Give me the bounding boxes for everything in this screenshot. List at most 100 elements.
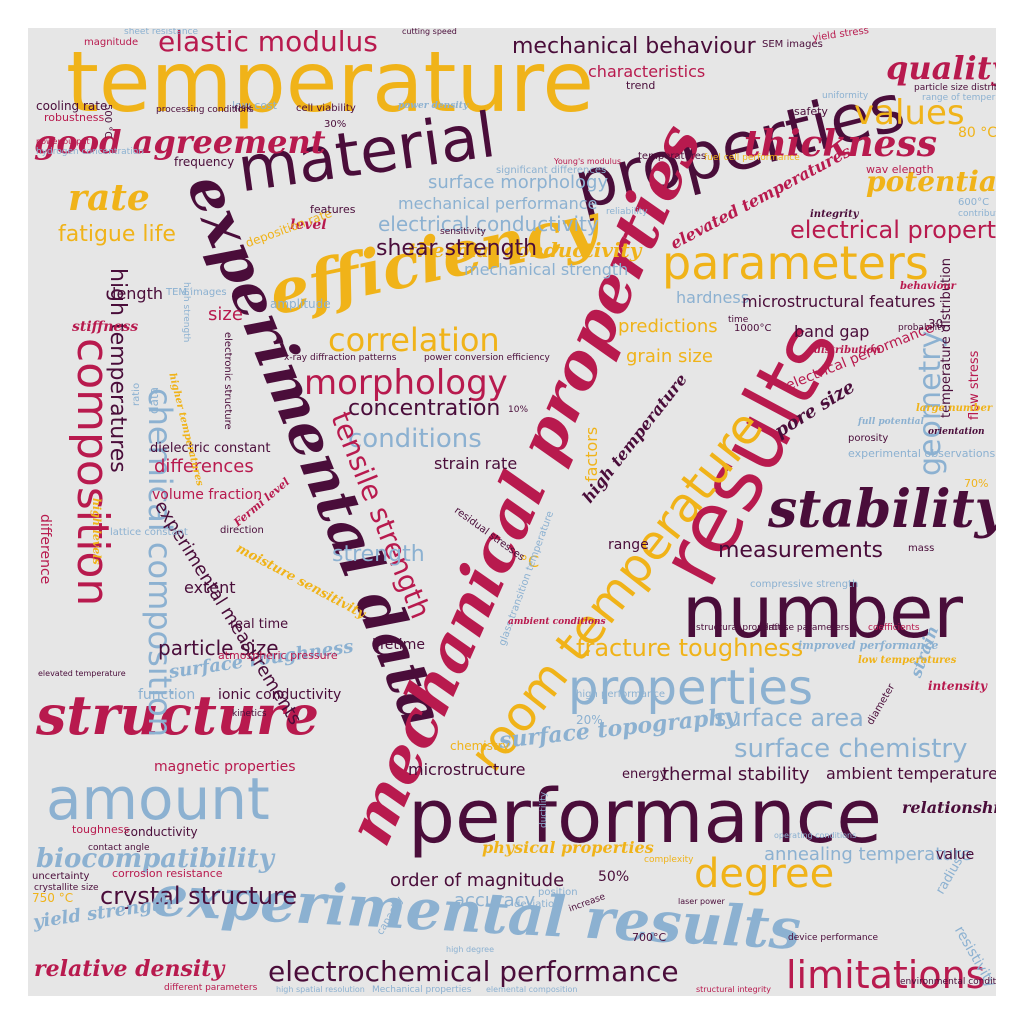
word-uniformity: contribution bbox=[958, 209, 996, 219]
word-safety: wav elength bbox=[866, 163, 934, 176]
word-sheet-resistance: magnitude bbox=[84, 37, 139, 48]
word-xrd-patterns: electronic structure bbox=[222, 332, 233, 430]
word-structural-integrity: environmental conditions bbox=[900, 977, 996, 987]
word-electrochemical-performance: electrochemical performance bbox=[268, 955, 679, 988]
word-structural-properties: high performance bbox=[576, 689, 666, 700]
word-order-of-magnitude: order of magnitude bbox=[390, 870, 565, 891]
word-strength: strength bbox=[332, 542, 425, 567]
word-youngs-modulus-top: processing conditions bbox=[156, 105, 254, 115]
word-improved-performance: coefficients bbox=[868, 623, 920, 633]
word-factors: factors bbox=[582, 426, 601, 482]
word-risk: low cost bbox=[232, 99, 278, 112]
word-hydrogen-concentration: power output bbox=[36, 137, 90, 146]
word-contribution: behaviour bbox=[900, 281, 956, 292]
word-function: function bbox=[138, 687, 196, 703]
word-power-conversion-efficiency: x-ray diffraction patterns bbox=[284, 353, 397, 363]
word-tem-images: sensitivity bbox=[440, 227, 486, 237]
word-volume-fraction: volume fraction bbox=[152, 487, 263, 503]
word-microstructural-features: microstructural features bbox=[742, 292, 936, 311]
word-mechanical-strength: mechanical strength bbox=[464, 260, 629, 279]
word-lattice-constant: high levels bbox=[90, 498, 103, 565]
word-robustness: cooling rate bbox=[36, 99, 108, 113]
word-crystallite-size: uncertainty bbox=[32, 871, 90, 882]
word-electronic-structure: high strength bbox=[181, 282, 191, 343]
word-position: power conversion efficiency bbox=[424, 353, 550, 363]
word-750c: 500 °C bbox=[102, 104, 113, 139]
word-sensitivity: reliability bbox=[606, 207, 648, 217]
word-different-parameters: high spatial resolution bbox=[276, 985, 365, 994]
word-10-percent: 70% bbox=[964, 477, 989, 490]
word-surface-chemistry: surface chemistry bbox=[734, 734, 968, 764]
word-amplitude: TEM images bbox=[166, 287, 227, 298]
word-energy: chemistry bbox=[450, 739, 510, 753]
word-700c: 1000°C bbox=[734, 323, 772, 334]
word-intensity: diameter bbox=[865, 682, 898, 727]
word-elemental-composition: structural integrity bbox=[696, 985, 772, 994]
word-temperatures: power density bbox=[398, 101, 469, 111]
word-probability: distribution bbox=[814, 345, 881, 356]
word-ionic-conductivity: ionic conductivity bbox=[218, 687, 342, 703]
word-size: size bbox=[208, 304, 243, 325]
word-70-percent: 30% bbox=[324, 119, 347, 130]
word-lifetime: lifetime bbox=[372, 637, 425, 653]
word-electrical-performance: difference bbox=[37, 514, 53, 585]
word-grain-size: grain size bbox=[626, 346, 713, 367]
word-conductivity: conductivity bbox=[124, 825, 198, 839]
word-extent: extent bbox=[184, 578, 236, 597]
word-range: 50% bbox=[598, 869, 630, 885]
word-600c: 700°C bbox=[632, 931, 667, 944]
word-operating-conditions: position bbox=[538, 887, 578, 898]
word-residual-stresses: compressive strength bbox=[750, 579, 859, 590]
word-high-performance: laser power bbox=[678, 897, 725, 906]
word-magnetic-properties: magnetic properties bbox=[154, 759, 296, 775]
word-kinetics: direction bbox=[220, 525, 264, 536]
word-cutting-speed: sheet resistance bbox=[124, 28, 199, 37]
word-thermal-stability: thermal stability bbox=[662, 764, 810, 785]
word-low-temperatures: improved performance bbox=[798, 639, 939, 652]
word-20-percent: 10% bbox=[508, 405, 529, 415]
word-frequency: robustness bbox=[44, 111, 105, 124]
word-band-gap: band gap bbox=[794, 322, 870, 341]
word-mechanical-properties-small: elemental composition bbox=[486, 985, 578, 994]
word-chemistry: ratio bbox=[131, 382, 142, 406]
word-surface-morphology: surface morphology bbox=[428, 172, 609, 193]
word-length: length bbox=[112, 284, 163, 303]
word-cloud: temperature material properties efficien… bbox=[28, 28, 996, 996]
word-sem-images: range of temperatures bbox=[922, 93, 996, 103]
word-strain-rate: strain rate bbox=[434, 454, 518, 473]
word-temperature: temperature bbox=[66, 33, 594, 131]
word-wav-elength: particle size distribution bbox=[914, 83, 996, 93]
word-elastic-modulus: elastic modulus bbox=[158, 28, 378, 58]
word-degree: degree bbox=[694, 851, 835, 897]
word-integrity: probability bbox=[898, 323, 947, 333]
word-mass: 30 bbox=[928, 317, 944, 331]
word-toughness: complexity bbox=[644, 855, 694, 865]
word-dielectric-constant: dielectric constant bbox=[150, 441, 271, 456]
word-atmospheric-pressure: contact angle bbox=[88, 843, 150, 853]
word-uncertainty: toughness bbox=[72, 823, 130, 836]
word-laser-power: high degree bbox=[446, 945, 495, 954]
word-morphology: morphology bbox=[304, 363, 508, 403]
word-particle-size: particle size bbox=[158, 636, 279, 660]
word-parameters: parameters bbox=[662, 236, 929, 290]
word-compressive-strength: low temperatures bbox=[858, 655, 957, 666]
word-ambient-temperature: ambient temperature bbox=[826, 764, 996, 783]
word-correlation: correlation bbox=[328, 321, 500, 359]
word-deposition-rate: level bbox=[290, 217, 327, 233]
word-hardness: hardness bbox=[676, 288, 750, 307]
word-contact-angle: crystallite size bbox=[34, 883, 99, 893]
word-processing-conditions: cell viability bbox=[296, 103, 356, 114]
word-mechanical-behaviour: mechanical behaviour bbox=[512, 34, 756, 59]
word-time: energy bbox=[622, 767, 668, 782]
word-number: number bbox=[682, 570, 964, 654]
word-rate: rate bbox=[68, 177, 150, 219]
word-stability: stability bbox=[768, 479, 996, 540]
word-characteristics: characteristics bbox=[588, 62, 706, 81]
word-annealing-temperature: annealing temperature bbox=[764, 844, 972, 865]
word-orientation: full potential bbox=[858, 417, 924, 427]
word-80-percent: temperatures bbox=[638, 151, 707, 162]
word-elevated-temperature: kinetics bbox=[232, 709, 267, 719]
word-stiffness: stiffness bbox=[72, 319, 139, 335]
word-trend: safety bbox=[794, 105, 828, 118]
word-level: range bbox=[608, 537, 649, 553]
